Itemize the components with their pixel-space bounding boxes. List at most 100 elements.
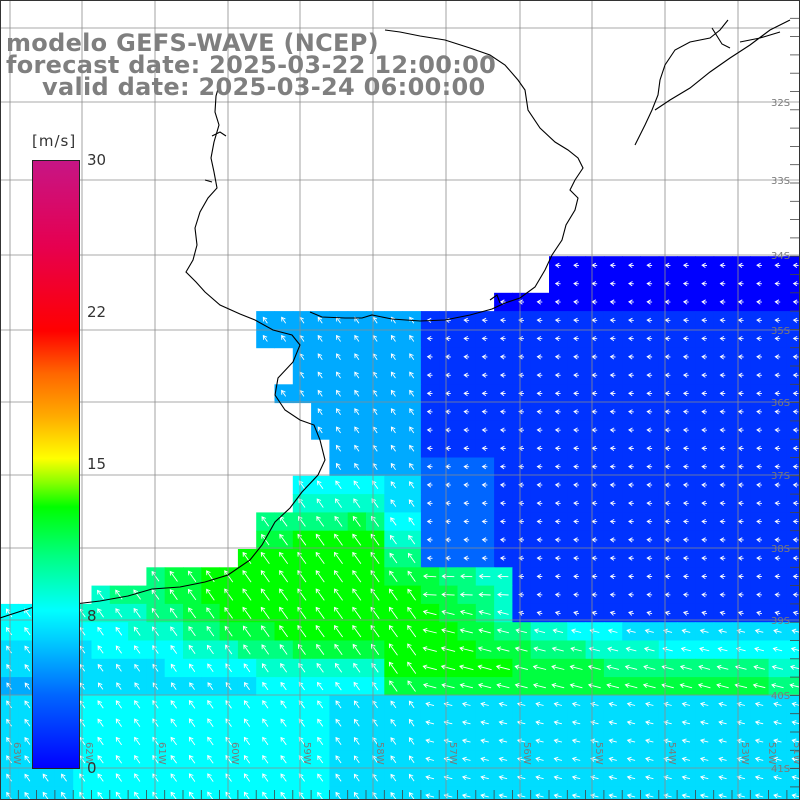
wind-arrow: [279, 625, 288, 638]
wind-arrow: [737, 281, 744, 287]
wind-arrow: [188, 644, 196, 655]
wind-arrow: [352, 551, 362, 565]
longitude-label: 58W: [374, 742, 385, 765]
wind-arrow: [408, 517, 415, 526]
wind-arrow: [792, 427, 799, 433]
wind-arrow: [225, 755, 232, 764]
wind-arrow: [262, 681, 269, 691]
wind-speed-cell: [768, 786, 788, 800]
wind-arrow: [573, 592, 579, 598]
wind-arrow: [792, 464, 799, 470]
wind-arrow: [573, 262, 579, 268]
wind-arrow: [353, 737, 360, 745]
wind-arrow: [24, 737, 31, 745]
wind-arrow: [281, 334, 287, 342]
wind-arrow: [701, 555, 708, 561]
wind-arrow: [243, 773, 251, 782]
wind-arrow: [425, 738, 435, 744]
wind-arrow: [480, 756, 489, 762]
wind-arrow: [774, 336, 781, 342]
wind-arrow: [553, 775, 563, 781]
wind-arrow: [737, 500, 744, 506]
wind-arrow: [774, 500, 781, 506]
wind-arrow: [6, 791, 12, 800]
wind-arrow: [719, 592, 726, 598]
wind-arrow: [116, 663, 122, 672]
wind-arrow: [317, 426, 323, 434]
wind-arrow: [134, 736, 141, 746]
wind-arrow: [573, 299, 579, 305]
wind-arrow: [719, 610, 726, 616]
wind-arrow: [441, 573, 455, 579]
wind-arrow: [297, 588, 307, 601]
wind-arrow: [663, 720, 672, 726]
wind-arrow: [315, 533, 325, 546]
wind-arrow: [535, 793, 544, 799]
wind-arrow: [626, 701, 636, 707]
wind-arrow: [774, 445, 781, 451]
wind-arrow: [772, 646, 783, 652]
wind-arrow: [390, 316, 396, 324]
wind-arrow: [354, 334, 360, 342]
wind-arrow: [756, 464, 762, 470]
wind-arrow: [608, 756, 617, 762]
wind-arrow: [774, 482, 781, 488]
wind-arrow: [663, 701, 672, 707]
wind-arrow: [334, 588, 343, 601]
wind-arrow: [625, 646, 637, 652]
wind-arrow: [281, 316, 287, 324]
wind-arrow: [97, 755, 104, 764]
wind-arrow: [408, 534, 416, 545]
wind-arrow: [680, 646, 692, 652]
wind-arrow: [791, 775, 800, 781]
wind-arrow: [280, 718, 287, 727]
wind-arrow: [756, 610, 763, 616]
wind-arrow: [774, 610, 781, 616]
wind-arrow: [243, 644, 251, 655]
wind-arrow: [390, 755, 397, 764]
wind-arrow: [573, 281, 579, 287]
wind-arrow: [260, 551, 270, 565]
wind-speed-cell: [732, 786, 751, 800]
wind-arrow: [408, 737, 415, 745]
wind-speed-cell: [786, 786, 800, 800]
wind-arrow: [664, 317, 671, 323]
wind-arrow: [481, 555, 488, 561]
wind-arrow: [754, 775, 764, 781]
wind-arrow: [792, 445, 799, 451]
wind-arrow: [426, 409, 433, 415]
wind-arrow: [736, 793, 746, 799]
wind-arrow: [407, 661, 417, 674]
wind-arrow: [6, 737, 12, 745]
wind-arrow: [554, 500, 561, 506]
colorbar-tick-0: 0: [87, 759, 97, 777]
wind-arrow: [407, 643, 417, 656]
wind-arrow: [536, 519, 543, 525]
wind-arrow: [370, 570, 380, 583]
wind-arrow: [225, 718, 232, 727]
wind-arrow: [643, 646, 655, 652]
wind-arrow: [554, 427, 561, 433]
wind-arrow: [771, 683, 784, 689]
wind-arrow: [624, 664, 638, 670]
wind-arrow: [756, 281, 762, 287]
wind-arrow: [645, 701, 654, 707]
wind-arrow: [701, 390, 708, 397]
wind-arrow: [353, 480, 360, 490]
wind-arrow: [134, 663, 141, 672]
wind-arrow: [609, 262, 616, 268]
wind-arrow: [737, 372, 744, 378]
wind-arrow: [756, 592, 762, 598]
wind-arrow: [388, 606, 398, 619]
wind-arrow: [497, 573, 509, 579]
wind-arrow: [423, 573, 437, 579]
wind-arrow: [646, 610, 653, 616]
wind-arrow: [737, 354, 744, 360]
wind-arrow: [701, 500, 708, 506]
wind-arrow: [624, 683, 638, 689]
wind-arrow: [752, 683, 766, 689]
wind-arrow: [646, 555, 653, 561]
wind-arrow: [682, 445, 689, 451]
wind-arrow: [352, 588, 362, 601]
